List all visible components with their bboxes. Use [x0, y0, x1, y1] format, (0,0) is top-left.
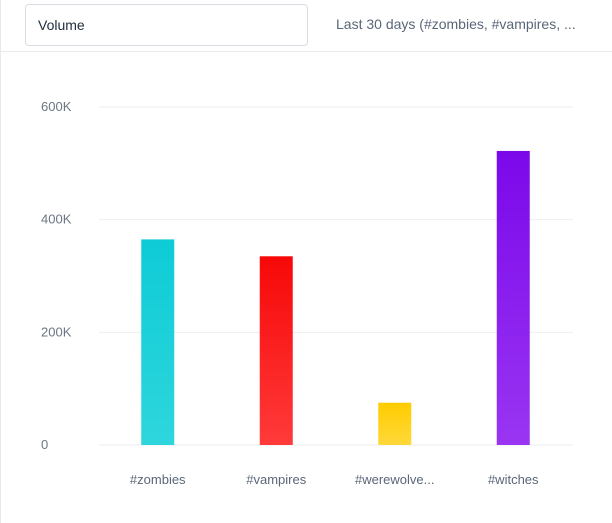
x-tick-label: #werewolve... [355, 472, 434, 487]
y-tick-label: 0 [41, 437, 48, 452]
filter-summary[interactable]: Last 30 days (#zombies, #vampires, ... [336, 16, 576, 32]
chart-area: 0 200K 400K 600K #zombies #vampires #werewolve… [1, 52, 612, 523]
metric-select[interactable]: Volume [25, 4, 308, 46]
metric-select-label: Volume [38, 17, 85, 33]
y-tick-label: 400K [41, 212, 72, 227]
bar-chart: 0 200K 400K 600K #zombies #vampires #werewolve… [41, 99, 573, 487]
bar[interactable] [378, 402, 412, 445]
y-tick-label: 200K [41, 324, 72, 339]
y-tick-label: 600K [41, 99, 72, 114]
x-tick-label: #zombies [130, 472, 186, 487]
bar[interactable] [496, 150, 530, 445]
x-tick-label: #vampires [246, 472, 306, 487]
bar[interactable] [259, 256, 293, 445]
bar[interactable] [141, 239, 175, 445]
chart-header: Volume Last 30 days (#zombies, #vampires… [1, 0, 612, 52]
x-tick-label: #witches [488, 472, 539, 487]
